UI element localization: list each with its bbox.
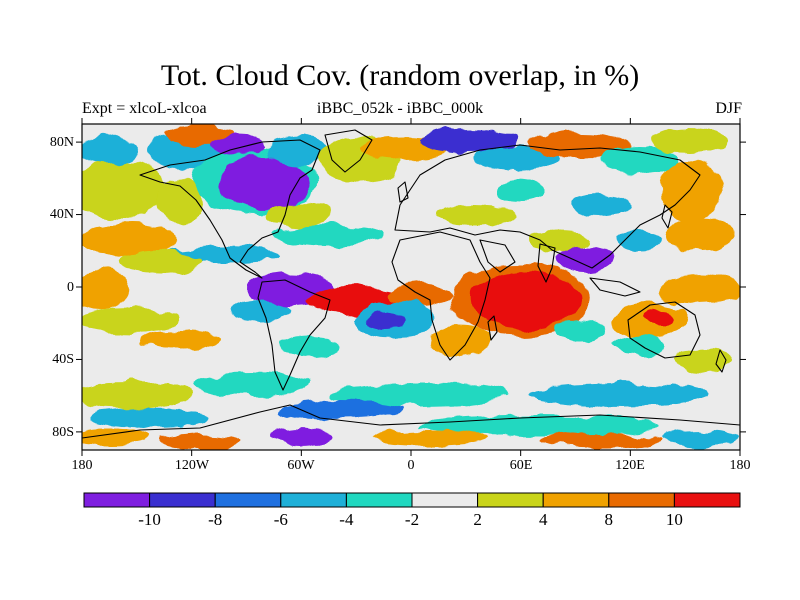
season-label: DJF bbox=[715, 100, 742, 117]
lat-tick-80n: 80N bbox=[49, 135, 74, 150]
colorbar-swatch bbox=[345, 492, 413, 508]
plot-title: Tot. Cloud Cov. (random overlap, in %) bbox=[160, 59, 640, 92]
lon-tick-120w: 120W bbox=[174, 458, 210, 473]
lon-tick-60w: 60W bbox=[287, 458, 315, 473]
cloud-cover-field bbox=[82, 124, 740, 450]
experiment-label: Expt = xlcoL-xlcoa bbox=[82, 100, 207, 117]
colorbar-label: -10 bbox=[138, 510, 161, 529]
colorbar-swatch bbox=[673, 492, 741, 508]
lat-tick-80s: 80S bbox=[52, 425, 74, 440]
coastlines bbox=[82, 129, 740, 439]
colorbar-label: 2 bbox=[473, 510, 482, 529]
comparison-label: iBBC_052k - iBBC_000k bbox=[316, 100, 484, 117]
colorbar-label: -6 bbox=[273, 510, 288, 529]
colorbar-swatch bbox=[608, 492, 675, 508]
lon-tick-60e: 60E bbox=[509, 458, 533, 473]
lat-tick-40n: 40N bbox=[49, 207, 74, 222]
colorbar-label: -2 bbox=[404, 510, 420, 529]
colorbar-swatch bbox=[542, 492, 610, 508]
colorbar-swatch bbox=[83, 492, 151, 508]
lon-tick-180e: 180 bbox=[729, 458, 751, 473]
lon-tick-120e: 120E bbox=[615, 458, 645, 473]
lat-tick-40s: 40S bbox=[52, 352, 74, 367]
colorbar-swatch bbox=[214, 492, 282, 508]
colorbar-label: -8 bbox=[208, 510, 223, 529]
lon-tick-180w: 180 bbox=[71, 458, 93, 473]
colorbar-label: -4 bbox=[339, 510, 354, 529]
colorbar-label: 10 bbox=[665, 510, 683, 529]
colorbar-swatch bbox=[411, 492, 479, 508]
axis-ticks bbox=[76, 118, 746, 456]
colorbar bbox=[83, 492, 741, 508]
colorbar-label: 4 bbox=[538, 510, 548, 529]
colorbar-swatch bbox=[280, 492, 347, 508]
colorbar-swatch bbox=[477, 492, 544, 508]
lat-tick-eq: 0 bbox=[67, 280, 74, 295]
colorbar-label: 8 bbox=[604, 510, 614, 529]
lon-tick-0: 0 bbox=[407, 458, 415, 473]
colorbar-swatch bbox=[149, 492, 216, 508]
